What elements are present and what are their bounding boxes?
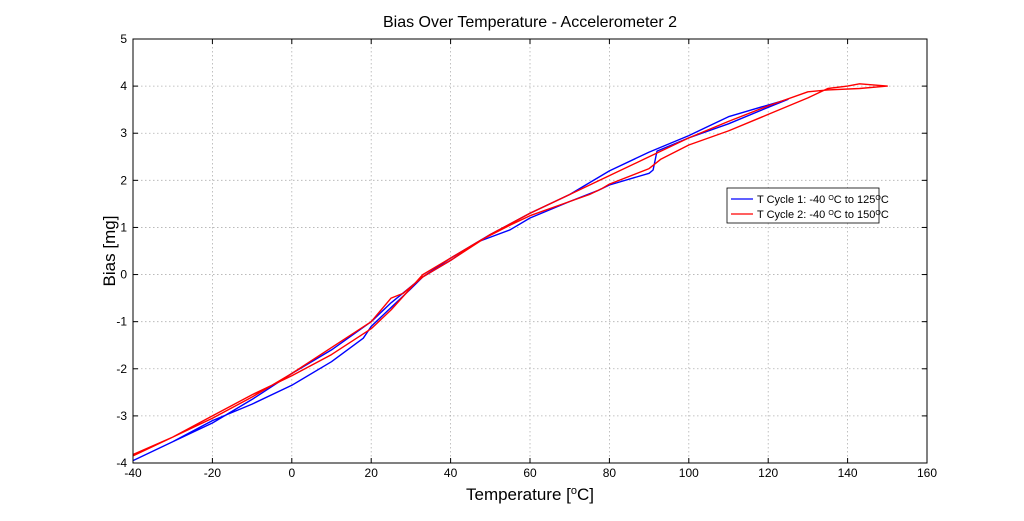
axis-ticks: -40 -20 0 20 40 60 80 100 120 140 160 -4 -3 -2 -1 0 1 2 3 4… (116, 32, 937, 480)
x-axis-title-tail: C] (577, 485, 594, 504)
x-tick-label: -40 (124, 466, 142, 480)
legend-1-sup-1: O (828, 195, 834, 202)
y-tick-label: -3 (116, 409, 127, 423)
x-tick-label: 120 (758, 466, 778, 480)
series-lines (132, 83, 888, 462)
y-tick-label: 3 (120, 126, 127, 140)
x-tick-label: 100 (679, 466, 699, 480)
x-tick-label: 80 (603, 466, 617, 480)
x-tick-label: 160 (917, 466, 937, 480)
legend-2-sup-2: O (875, 210, 881, 217)
x-axis-title: Temperature [oC] (466, 485, 594, 504)
grid (133, 39, 927, 463)
x-tick-label: 40 (444, 466, 458, 480)
x-tick-label: 0 (288, 466, 295, 480)
chart-title: Bias Over Temperature - Accelerometer 2 (383, 14, 677, 31)
legend-1-sup-2: O (875, 195, 881, 202)
x-tick-label: 20 (365, 466, 379, 480)
legend-2-part-a: T Cycle 2: -40 (757, 209, 828, 221)
y-tick-label: -1 (116, 315, 127, 329)
legend: T Cycle 1: -40 OC to 125OC T Cycle 2: -4… (726, 187, 889, 224)
legend-1-part-a: T Cycle 1: -40 (757, 194, 828, 206)
y-tick-label: 2 (120, 173, 127, 187)
legend-2-sup-1: O (828, 210, 834, 217)
x-axis-title-sup: o (571, 485, 577, 497)
legend-2-part-b: C to 150 (834, 209, 876, 221)
legend-box (726, 187, 880, 224)
x-axis-title-main: Temperature [ (466, 485, 571, 504)
legend-2-part-c: C (881, 209, 889, 221)
legend-label-cycle-2: T Cycle 2: -40 OC to 150OC (757, 209, 889, 221)
legend-1-part-b: C to 125 (834, 194, 876, 206)
series-line-cycle-2 (132, 83, 888, 457)
y-tick-label: 0 (120, 268, 127, 282)
y-tick-label: 4 (120, 79, 127, 93)
x-tick-label: -20 (204, 466, 222, 480)
y-tick-label: 5 (120, 32, 127, 46)
y-tick-label: -2 (116, 362, 127, 376)
y-tick-label: 1 (120, 220, 127, 234)
legend-label-cycle-1: T Cycle 1: -40 OC to 125OC (757, 194, 889, 206)
x-tick-label: 60 (523, 466, 537, 480)
legend-1-part-c: C (881, 194, 889, 206)
y-axis-title: Bias [mg] (100, 216, 119, 287)
y-tick-label: -4 (116, 456, 127, 470)
x-tick-label: 140 (838, 466, 858, 480)
